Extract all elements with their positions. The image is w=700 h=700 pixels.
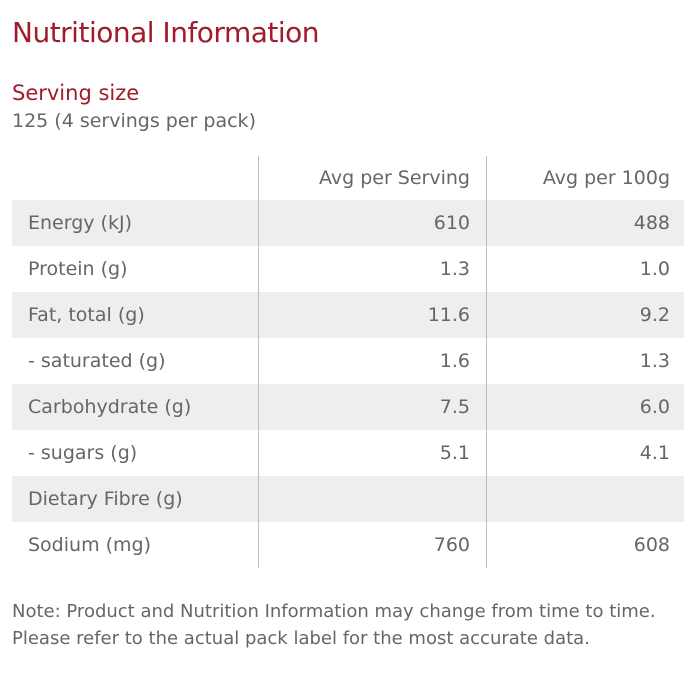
disclaimer-note: Note: Product and Nutrition Information …	[12, 601, 656, 649]
nutrient-name: Sodium (mg)	[28, 534, 152, 556]
value-per-serving: 11.6	[258, 292, 486, 338]
table-row: Energy (kJ) 610 488	[12, 200, 684, 246]
value-per-100g: 1.3	[486, 338, 684, 384]
value-per-100g: 4.1	[486, 430, 684, 476]
table-row: Sodium (mg) 760 608	[12, 522, 684, 568]
value-per-serving: 5.1	[258, 430, 486, 476]
value-per-serving: 1.6	[258, 338, 486, 384]
value-per-serving: 610	[258, 200, 486, 246]
table-row: Protein (g) 1.3 1.0	[12, 246, 684, 292]
table-row: - sugars (g) 5.1 4.1	[12, 430, 684, 476]
nutrient-name: Energy (kJ)	[28, 212, 132, 234]
table-row: Fat, total (g) 11.6 9.2	[12, 292, 684, 338]
serving-size-label: Serving size	[12, 81, 140, 105]
value-per-100g: 488	[486, 200, 684, 246]
value-per-serving	[258, 476, 486, 522]
value-per-serving: 7.5	[258, 384, 486, 430]
nutrient-name: - saturated (g)	[28, 350, 166, 372]
value-per-100g: 9.2	[486, 292, 684, 338]
value-per-100g: 1.0	[486, 246, 684, 292]
value-per-100g: 6.0	[486, 384, 684, 430]
table-row: Dietary Fibre (g)	[12, 476, 684, 522]
nutrient-name: Protein (g)	[28, 258, 128, 280]
page-title: Nutritional Information	[12, 16, 320, 49]
table-row: Carbohydrate (g) 7.5 6.0	[12, 384, 684, 430]
serving-size-value: 125 (4 servings per pack)	[12, 110, 256, 132]
nutrient-name: Carbohydrate (g)	[28, 396, 192, 418]
nutrient-name: - sugars (g)	[28, 442, 138, 464]
value-per-100g	[486, 476, 684, 522]
value-per-serving: 760	[258, 522, 486, 568]
header-avg-per-serving: Avg per Serving	[258, 156, 486, 200]
value-per-serving: 1.3	[258, 246, 486, 292]
nutrient-name: Fat, total (g)	[28, 304, 145, 326]
table-row: - saturated (g) 1.6 1.3	[12, 338, 684, 384]
header-avg-per-100g: Avg per 100g	[486, 156, 684, 200]
table-header-row: Avg per Serving Avg per 100g	[12, 156, 684, 200]
nutrition-table: Avg per Serving Avg per 100g Energy (kJ)…	[12, 156, 684, 568]
value-per-100g: 608	[486, 522, 684, 568]
header-nutrient	[12, 156, 258, 200]
nutrient-name: Dietary Fibre (g)	[28, 488, 183, 510]
